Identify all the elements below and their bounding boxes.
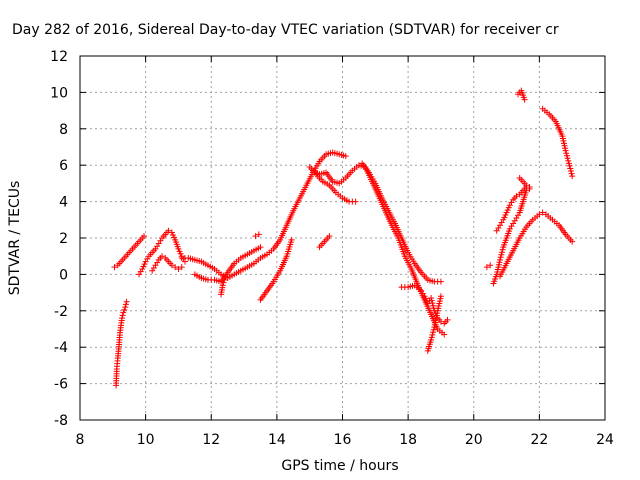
y-tick-label: 2 — [59, 231, 68, 247]
data-point — [498, 249, 505, 256]
data-point — [569, 173, 576, 180]
data-point — [122, 304, 129, 311]
data-point — [220, 279, 227, 286]
data-point — [288, 236, 295, 243]
data-point — [523, 182, 530, 189]
data-point — [526, 184, 533, 191]
data-point — [498, 251, 505, 258]
data-point — [257, 244, 264, 251]
data-point — [569, 238, 576, 245]
data-point — [563, 150, 570, 157]
data-point — [564, 155, 571, 162]
data-point — [119, 315, 125, 322]
data-points — [111, 87, 576, 389]
data-point — [165, 227, 172, 234]
x-tick-label: 14 — [268, 432, 286, 448]
y-tick-label: 10 — [50, 85, 68, 101]
x-tick-label: 22 — [530, 432, 548, 448]
x-axis-label: GPS time / hours — [281, 458, 398, 474]
y-tick-label: 0 — [59, 267, 68, 283]
data-point — [444, 316, 451, 323]
data-point — [428, 295, 435, 302]
data-point — [122, 301, 129, 308]
data-point — [342, 153, 349, 160]
y-tick-label: -2 — [54, 304, 68, 320]
data-point — [120, 309, 127, 316]
data-point — [483, 264, 490, 271]
data-point — [437, 293, 444, 300]
y-tick-label: 12 — [50, 49, 68, 65]
data-point — [441, 331, 448, 338]
data-point — [429, 300, 436, 307]
y-tick-label: 8 — [59, 122, 68, 138]
data-point — [428, 297, 435, 304]
data-point — [326, 233, 333, 240]
y-tick-label: 4 — [59, 195, 68, 211]
data-point — [429, 331, 436, 338]
data-point — [567, 168, 574, 175]
data-point — [219, 282, 226, 289]
data-point — [159, 253, 166, 260]
data-point — [565, 157, 572, 164]
data-point — [168, 262, 175, 269]
y-tick-label: -8 — [54, 413, 68, 429]
data-point — [539, 209, 546, 216]
x-tick-label: 10 — [137, 432, 155, 448]
data-point — [178, 264, 185, 271]
data-point — [430, 326, 437, 333]
data-point — [566, 162, 573, 169]
x-tick-label: 20 — [465, 432, 483, 448]
data-point — [119, 312, 126, 319]
data-point — [121, 306, 128, 313]
data-point — [513, 193, 520, 200]
data-point — [352, 198, 359, 205]
y-tick-label: 6 — [59, 158, 68, 174]
data-point — [567, 165, 574, 172]
data-point — [255, 231, 262, 238]
data-point — [428, 336, 435, 343]
data-point — [521, 96, 528, 103]
data-point — [123, 298, 130, 305]
data-point — [499, 246, 506, 253]
data-point — [497, 256, 503, 263]
data-point — [111, 264, 118, 271]
data-point — [497, 254, 504, 261]
data-point — [562, 147, 569, 154]
data-point — [252, 233, 259, 240]
data-point — [430, 329, 437, 336]
y-axis-label: SDTVAR / TECUs — [7, 181, 23, 296]
x-tick-label: 8 — [76, 432, 85, 448]
data-point — [437, 278, 444, 285]
x-tick-label: 12 — [202, 432, 220, 448]
y-tick-label: -6 — [54, 377, 68, 393]
data-point — [428, 334, 435, 341]
x-tick-label: 24 — [596, 432, 614, 448]
y-tick-label: -4 — [54, 340, 68, 356]
data-point — [568, 170, 575, 177]
data-point — [140, 233, 147, 240]
data-point — [172, 264, 179, 271]
chart-title: Day 282 of 2016, Sidereal Day-to-day VTE… — [12, 22, 559, 38]
grid — [80, 56, 605, 420]
data-point — [221, 276, 228, 283]
data-point — [565, 160, 572, 167]
data-point — [175, 265, 182, 272]
data-point — [487, 262, 494, 269]
x-tick-label: 16 — [334, 432, 352, 448]
data-point — [536, 211, 543, 218]
data-point — [563, 152, 570, 159]
x-tick-label: 18 — [399, 432, 417, 448]
data-point — [430, 302, 437, 309]
